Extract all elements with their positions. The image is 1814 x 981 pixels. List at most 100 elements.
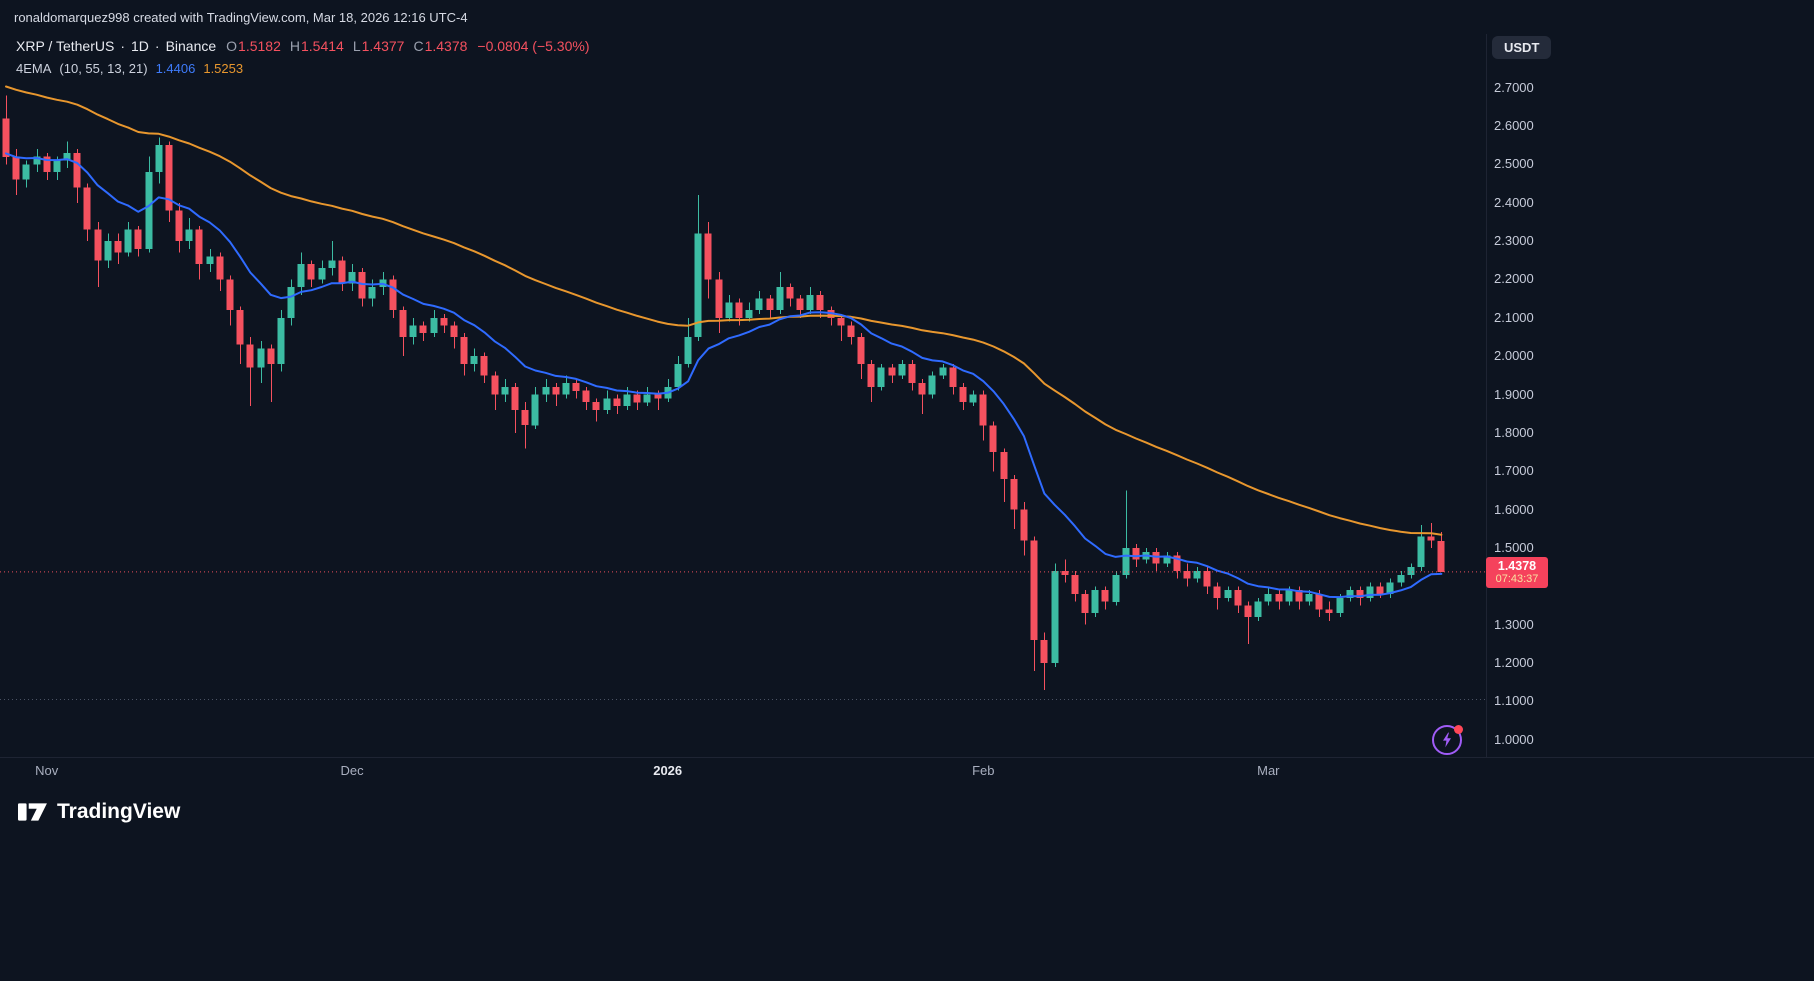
- low-value: L1.4377: [353, 38, 405, 54]
- candle-body: [786, 287, 794, 299]
- candle-body: [43, 156, 51, 172]
- candle-body: [1163, 555, 1171, 564]
- indicator-fast-value: 1.4406: [155, 61, 196, 76]
- candle-body: [877, 367, 885, 387]
- candle-body: [542, 386, 550, 395]
- candle-body: [1336, 597, 1344, 614]
- candle-body: [1010, 479, 1018, 510]
- candle-body: [297, 264, 305, 288]
- candle-body: [450, 325, 458, 337]
- candle-body: [745, 310, 753, 318]
- candle-body: [1315, 594, 1323, 610]
- candle-body: [572, 383, 580, 391]
- candle-body: [1051, 571, 1059, 664]
- candle-body: [236, 310, 244, 345]
- candle-body: [2, 118, 10, 157]
- candle-body: [674, 363, 682, 387]
- separator-dot: ·: [120, 38, 125, 54]
- price-scale-label: 1.5000: [1494, 540, 1534, 556]
- candle-body: [368, 287, 376, 299]
- candle-body: [338, 260, 346, 284]
- candle-body: [725, 302, 733, 318]
- price-scale-label: 1.2000: [1494, 655, 1534, 671]
- candle-body: [145, 172, 153, 249]
- candle-body: [348, 271, 356, 284]
- ema-slow-line[interactable]: [5, 85, 1443, 536]
- price-scale-label: 2.5000: [1494, 156, 1534, 172]
- exchange-label[interactable]: Binance: [165, 38, 217, 54]
- candle-body: [1366, 586, 1374, 598]
- candle-body: [1020, 509, 1028, 541]
- candle-body: [1213, 586, 1221, 598]
- candle-body: [613, 398, 621, 407]
- candle-body: [1417, 536, 1425, 568]
- indicator-params: (10, 55, 13, 21): [59, 61, 148, 76]
- price-scale-label: 2.6000: [1494, 118, 1534, 134]
- candle-body: [83, 187, 91, 230]
- candle-body: [1203, 571, 1211, 587]
- candle-body: [592, 402, 600, 410]
- candle-body: [949, 367, 957, 387]
- candle-body: [1397, 574, 1405, 583]
- price-scale-label: 1.1000: [1494, 693, 1534, 709]
- attribution-bar: ronaldomarquez998 created with TradingVi…: [0, 0, 1814, 34]
- time-scale-label: 2026: [653, 763, 683, 778]
- interval-label[interactable]: 1D: [130, 38, 149, 54]
- candle-body: [531, 394, 539, 426]
- candle-body: [155, 145, 163, 173]
- candle-body: [1061, 571, 1069, 575]
- symbol-title[interactable]: XRP / TetherUS: [16, 38, 115, 54]
- candle-body: [1193, 571, 1201, 579]
- candle-body: [806, 294, 814, 311]
- candle-body: [165, 145, 173, 211]
- candle-body: [969, 394, 977, 403]
- candle-body: [623, 394, 631, 407]
- ema-fast-line[interactable]: [5, 152, 1443, 599]
- candle-body: [816, 294, 824, 311]
- candle-body: [430, 317, 438, 334]
- candle-body: [684, 337, 692, 364]
- candle-body: [1244, 605, 1252, 618]
- price-scale-label: 1.8000: [1494, 424, 1534, 440]
- candle-body: [53, 160, 61, 173]
- candle-body: [409, 325, 417, 337]
- open-value: O1.5182: [226, 38, 281, 54]
- price-scale-label: 2.3000: [1494, 233, 1534, 249]
- candle-body: [491, 375, 499, 395]
- candle-body: [73, 152, 81, 188]
- candle-body: [1040, 640, 1048, 664]
- candle-body: [1305, 594, 1313, 602]
- currency-toggle-button[interactable]: USDT: [1492, 36, 1552, 59]
- candle-body: [939, 367, 947, 376]
- price-scale-label: 2.1000: [1494, 309, 1534, 325]
- quick-action-button[interactable]: [1432, 725, 1463, 755]
- price-scale-label: 2.7000: [1494, 79, 1534, 95]
- candle-body: [226, 279, 234, 311]
- candle-body: [501, 386, 509, 395]
- price-scale-label: 1.9000: [1494, 386, 1534, 402]
- candle-body: [1101, 590, 1109, 602]
- price-scale-label: 2.2000: [1494, 271, 1534, 287]
- indicator-row[interactable]: 4EMA (10, 55, 13, 21) 1.4406 1.5253: [16, 61, 590, 76]
- candle-body: [195, 229, 203, 265]
- symbol-row: XRP / TetherUS · 1D · Binance O1.5182 H1…: [16, 38, 590, 54]
- notification-dot: [1454, 725, 1463, 734]
- candle-body: [552, 386, 560, 395]
- candle-body: [857, 337, 865, 364]
- candle-body: [928, 375, 936, 395]
- candle-body: [94, 229, 102, 261]
- tradingview-logo[interactable]: TradingView: [18, 800, 180, 824]
- indicator-slow-value: 1.5253: [203, 61, 244, 76]
- price-scale-label: 1.7000: [1494, 463, 1534, 479]
- candle-body: [1000, 452, 1008, 479]
- price-scale-label: 2.0000: [1494, 348, 1534, 364]
- candle-body: [837, 317, 845, 326]
- time-scale[interactable]: Nov Dec 2026 Feb Mar: [0, 757, 1814, 783]
- candle-body: [389, 279, 397, 311]
- time-scale-label: Feb: [972, 763, 995, 778]
- time-scale-label: Dec: [340, 763, 364, 778]
- price-scale-label: 1.3000: [1494, 616, 1534, 632]
- candle-body: [1224, 590, 1232, 598]
